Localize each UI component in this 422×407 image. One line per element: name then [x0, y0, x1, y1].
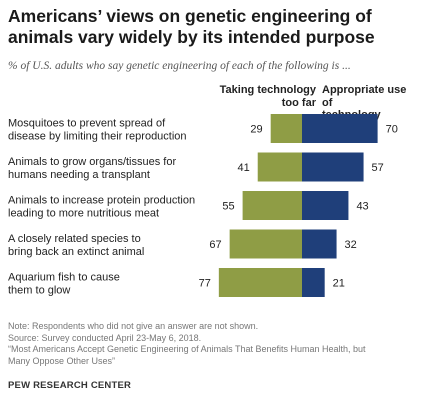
category-label-line: humans needing a transplant	[8, 169, 150, 181]
category-label-line: A closely related species to	[8, 233, 141, 245]
value-label-appropriate: 21	[333, 278, 345, 290]
diverging-bar-chart: Mosquitoes to prevent spread of disease b…	[8, 114, 398, 297]
value-label-too-far: 55	[222, 201, 234, 213]
category-label: Animals to increase protein production le…	[8, 195, 195, 220]
bar-too-far	[242, 191, 302, 220]
bar-too-far	[229, 229, 302, 259]
bar-too-far	[218, 268, 302, 297]
value-label-too-far: 29	[250, 124, 262, 136]
source-text: Source: Survey conducted April 23-May 6,…	[8, 332, 202, 343]
category-label-line: bring back an extinct animal	[8, 246, 144, 258]
bar-appropriate	[302, 268, 325, 297]
category-label-line: Mosquitoes to prevent spread of	[8, 118, 166, 130]
report-title-line-2: Many Oppose Other Uses”	[8, 355, 116, 366]
legend-too-far-line-1: Taking technology	[219, 84, 316, 96]
bar-appropriate	[302, 191, 349, 220]
pew-logo-text: PEW RESEARCH CENTER	[8, 380, 132, 391]
category-label-line: Animals to grow organs/tissues for	[8, 156, 176, 168]
note-text: Note: Respondents who did not give an an…	[8, 321, 259, 331]
category-label-line: Aquarium fish to cause	[8, 272, 120, 284]
category-label-line: them to glow	[8, 285, 70, 297]
value-label-too-far: 41	[237, 162, 249, 174]
value-label-appropriate: 70	[386, 124, 398, 136]
value-label-too-far: 77	[199, 278, 211, 290]
report-title-line-1: “Most Americans Accept Genetic Engineeri…	[8, 344, 366, 354]
legend-too-far: Taking technology too far	[198, 84, 316, 109]
value-label-appropriate: 57	[372, 162, 384, 174]
chart-title: Americans’ views on genetic engineering …	[8, 6, 375, 47]
category-label-line: Animals to increase protein production	[8, 195, 195, 207]
category-label-line: leading to more nutritious meat	[8, 208, 159, 220]
footnotes: Note: Respondents who did not give an an…	[8, 321, 418, 367]
chart-subtitle: % of U.S. adults who say genetic enginee…	[8, 60, 351, 72]
legend-appropriate-line-1: Appropriate use of	[322, 84, 407, 109]
bar-appropriate	[302, 114, 378, 143]
category-label: Aquarium fish to cause them to glow	[8, 272, 120, 297]
value-label-appropriate: 43	[356, 201, 368, 213]
bar-too-far	[257, 152, 302, 182]
bar-appropriate	[302, 229, 337, 259]
bar-too-far	[270, 114, 302, 143]
category-label-line: disease by limiting their reproduction	[8, 131, 187, 143]
value-label-too-far: 67	[209, 239, 221, 251]
category-label: A closely related species to bring back a…	[8, 233, 144, 258]
category-label: Animals to grow organs/tissues for humans…	[8, 156, 176, 181]
legend-too-far-line-2: too far	[281, 96, 316, 109]
category-label: Mosquitoes to prevent spread of disease b…	[8, 118, 187, 143]
value-label-appropriate: 32	[345, 239, 357, 251]
bar-appropriate	[302, 152, 364, 182]
